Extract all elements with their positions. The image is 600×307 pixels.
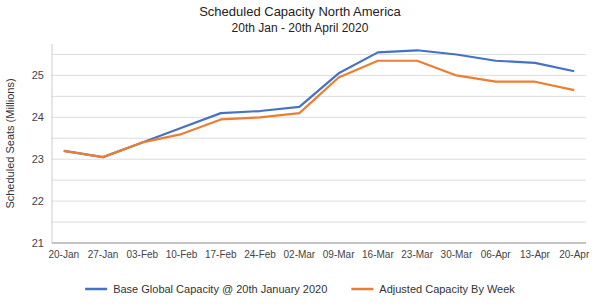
legend-swatch	[85, 288, 107, 291]
x-tick-label: 09-Mar	[323, 249, 355, 260]
x-tick-label: 23-Mar	[401, 249, 433, 260]
grid-line	[52, 201, 586, 202]
y-tick-label: 21	[32, 237, 44, 249]
grid	[52, 54, 586, 243]
y-tick-label: 23	[32, 153, 44, 165]
y-axis-line	[52, 44, 53, 243]
y-tick-label: 24	[32, 111, 44, 123]
x-tick-label: 24-Feb	[244, 249, 276, 260]
y-tick-label: 22	[32, 195, 44, 207]
series-line	[64, 61, 574, 157]
grid-line	[52, 138, 586, 139]
legend-swatch	[351, 288, 373, 291]
title: Scheduled Capacity North America	[199, 4, 401, 19]
x-tick-label: 13-Apr	[520, 249, 551, 260]
grid-line	[52, 75, 586, 76]
legend-label: Base Global Capacity @ 20th January 2020	[113, 283, 327, 295]
y-tick-label: 25	[32, 69, 44, 81]
y-axis-label: Scheduled Seats (Millions)	[4, 78, 16, 208]
lines	[64, 50, 574, 157]
x-tick-label: 20-Jan	[48, 249, 79, 260]
subtitle: 20th Jan - 20th April 2020	[232, 21, 369, 35]
chart: Scheduled Capacity North America 20th Jan…	[0, 0, 600, 307]
x-tick-label: 20-Apr	[559, 249, 590, 260]
x-tick-label: 30-Mar	[441, 249, 473, 260]
x-tick-label: 10-Feb	[166, 249, 198, 260]
series-line	[64, 50, 574, 157]
grid-line	[52, 54, 586, 55]
x-tick-label: 06-Apr	[481, 249, 512, 260]
grid-line	[52, 222, 586, 223]
x-tick-label: 17-Feb	[205, 249, 237, 260]
x-tick-label: 02-Mar	[284, 249, 316, 260]
grid-line	[52, 180, 586, 181]
grid-line	[52, 117, 586, 118]
legend: Base Global Capacity @ 20th January 2020…	[85, 283, 515, 295]
legend-label: Adjusted Capacity By Week	[379, 283, 515, 295]
x-tick-label: 03-Feb	[126, 249, 158, 260]
x-tick-label: 27-Jan	[88, 249, 119, 260]
legend-item: Adjusted Capacity By Week	[351, 283, 515, 295]
x-tick-label: 16-Mar	[362, 249, 394, 260]
x-axis-line	[52, 243, 586, 244]
grid-line	[52, 243, 586, 244]
grid-line	[52, 159, 586, 160]
legend-item: Base Global Capacity @ 20th January 2020	[85, 283, 327, 295]
